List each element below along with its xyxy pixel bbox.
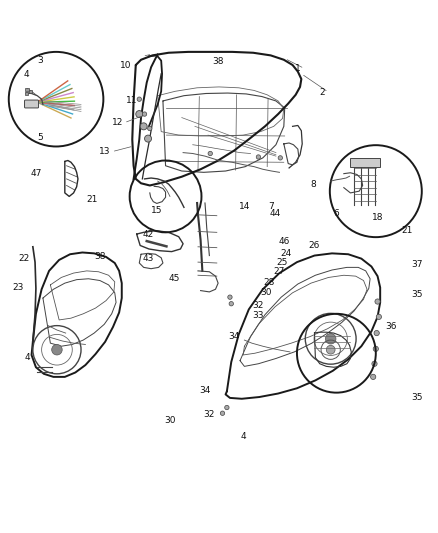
Text: 47: 47 <box>30 169 42 178</box>
Circle shape <box>373 346 378 351</box>
Text: 24: 24 <box>280 249 291 258</box>
Text: 34: 34 <box>229 332 240 341</box>
Text: 11: 11 <box>126 96 137 106</box>
Text: 6: 6 <box>333 208 339 217</box>
Text: 4: 4 <box>25 353 30 362</box>
Text: 22: 22 <box>18 254 30 263</box>
Circle shape <box>375 299 380 304</box>
Text: 4: 4 <box>24 70 29 79</box>
Bar <box>29 90 32 93</box>
Circle shape <box>140 123 147 130</box>
Text: 14: 14 <box>239 201 250 211</box>
Text: 4: 4 <box>240 432 246 441</box>
Text: 45: 45 <box>169 274 180 283</box>
Circle shape <box>229 302 233 306</box>
Text: 32: 32 <box>253 302 264 310</box>
Text: 23: 23 <box>13 283 24 292</box>
Text: 5: 5 <box>37 133 43 142</box>
Circle shape <box>136 110 143 118</box>
Circle shape <box>374 330 379 336</box>
Circle shape <box>371 374 376 379</box>
Circle shape <box>220 411 225 415</box>
Circle shape <box>52 344 62 355</box>
Text: 13: 13 <box>99 147 111 156</box>
Text: 34: 34 <box>199 385 211 394</box>
FancyBboxPatch shape <box>25 100 39 108</box>
Circle shape <box>326 345 335 354</box>
Text: 26: 26 <box>309 241 320 250</box>
Text: 36: 36 <box>385 322 396 332</box>
Circle shape <box>256 155 261 159</box>
Text: 18: 18 <box>372 213 383 222</box>
Text: 38: 38 <box>212 57 224 66</box>
Text: 25: 25 <box>277 259 288 268</box>
Text: 8: 8 <box>311 180 317 189</box>
Circle shape <box>148 126 152 131</box>
Text: 35: 35 <box>411 290 423 300</box>
Text: 1: 1 <box>295 64 301 73</box>
Text: 32: 32 <box>204 410 215 419</box>
Circle shape <box>137 97 141 101</box>
Text: 33: 33 <box>252 311 263 320</box>
Text: 21: 21 <box>402 226 413 235</box>
Text: 10: 10 <box>120 61 132 69</box>
Text: 35: 35 <box>411 393 423 402</box>
Circle shape <box>228 295 232 300</box>
Text: 2: 2 <box>319 87 325 96</box>
Circle shape <box>145 135 152 142</box>
Bar <box>25 92 28 95</box>
Text: 44: 44 <box>269 208 281 217</box>
Circle shape <box>278 156 283 160</box>
Text: 27: 27 <box>274 267 285 276</box>
Circle shape <box>372 361 377 366</box>
Text: 30: 30 <box>261 288 272 297</box>
Text: 43: 43 <box>142 254 154 263</box>
Text: 46: 46 <box>278 237 290 246</box>
Text: 30: 30 <box>164 416 176 425</box>
Circle shape <box>225 405 229 410</box>
Text: 28: 28 <box>264 278 275 287</box>
Circle shape <box>142 112 147 116</box>
Bar <box>25 88 29 91</box>
Bar <box>350 158 380 167</box>
Text: 37: 37 <box>411 260 423 269</box>
Text: 42: 42 <box>142 230 154 239</box>
Circle shape <box>325 334 336 344</box>
Text: 7: 7 <box>268 201 274 211</box>
Text: 12: 12 <box>112 118 123 127</box>
Circle shape <box>208 151 212 156</box>
Text: 38: 38 <box>94 252 106 261</box>
Text: 3: 3 <box>37 56 43 65</box>
Text: 21: 21 <box>86 196 98 205</box>
Circle shape <box>376 314 381 319</box>
Text: 15: 15 <box>151 206 162 215</box>
